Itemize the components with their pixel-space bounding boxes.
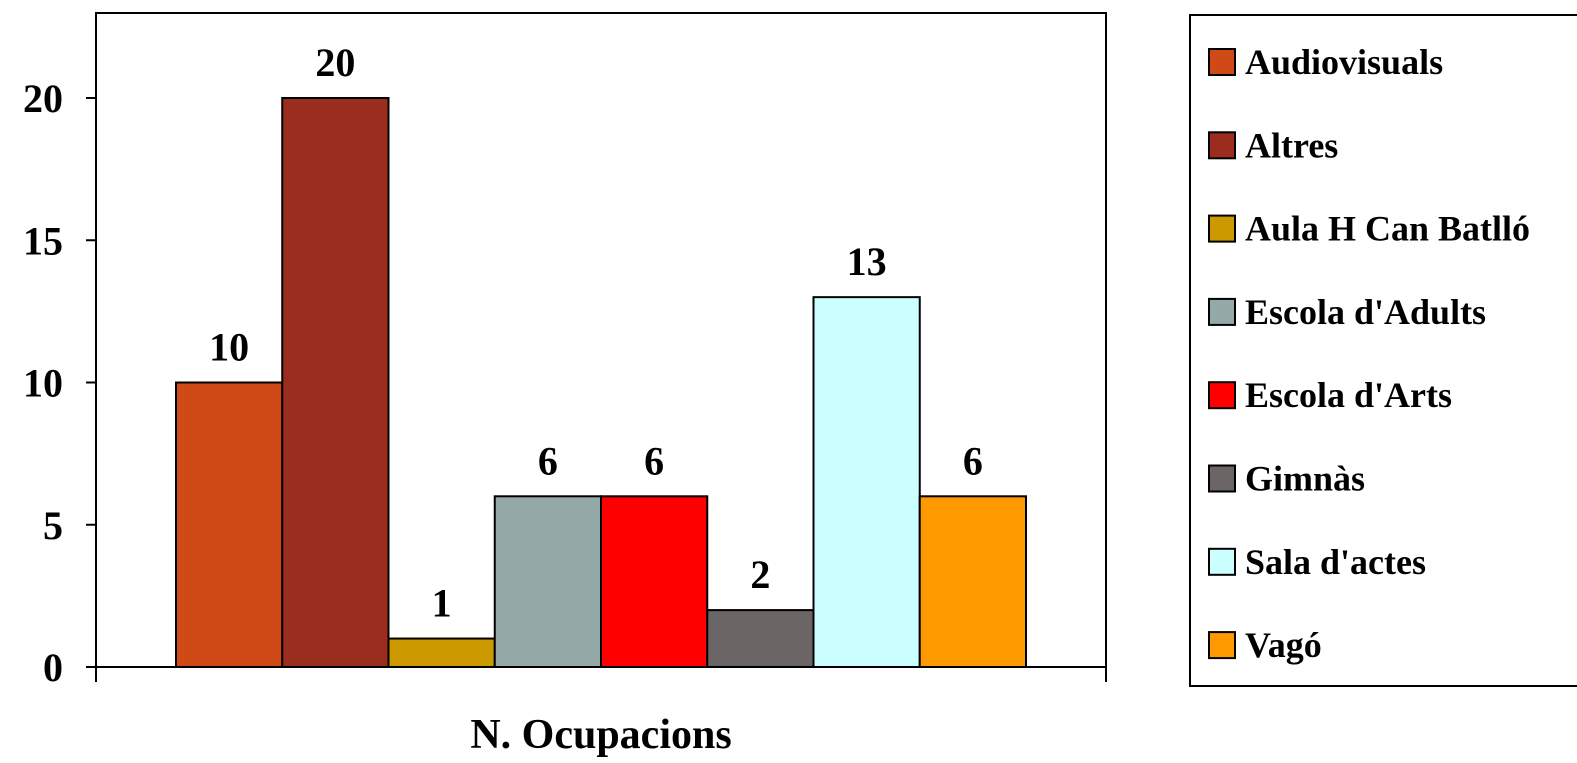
legend: Audiovisuals Altres Aula H Can Batlló Escol… — [1208, 42, 1530, 665]
bar-value-label: 6 — [963, 438, 983, 483]
bar — [706, 609, 815, 668]
legend-box — [1189, 14, 1577, 687]
bar — [600, 495, 709, 668]
bar-value-label: 6 — [644, 438, 664, 483]
bar-value-label: 10 — [209, 325, 249, 370]
legend-label: Sala d'actes — [1245, 542, 1426, 582]
y-tick-label: 20 — [23, 76, 63, 121]
bar — [493, 495, 602, 668]
legend-label: Escola d'Adults — [1245, 292, 1486, 332]
y-tick-label: 0 — [43, 645, 63, 690]
data-labels-group: 10 20 1 6 6 2 13 6 — [209, 40, 983, 626]
legend-swatch — [1208, 547, 1236, 576]
bar-value-label: 20 — [315, 40, 355, 85]
legend-label: Vagó — [1245, 625, 1322, 665]
legend-label: Escola d'Arts — [1245, 375, 1452, 415]
legend-swatch — [1208, 214, 1236, 243]
bar-value-label: 13 — [847, 239, 887, 284]
legend-swatch — [1208, 48, 1236, 76]
legend-swatch — [1208, 297, 1236, 326]
y-tick-label: 15 — [23, 218, 63, 263]
y-axis: 0 5 10 15 20 — [23, 76, 1107, 690]
bar-value-label: 6 — [538, 438, 558, 483]
legend-label: Aula H Can Batlló — [1245, 209, 1530, 249]
bar-value-label: 1 — [432, 581, 452, 626]
legend-swatch — [1208, 131, 1236, 160]
bar — [387, 637, 496, 668]
bar — [281, 97, 390, 668]
bar — [175, 381, 284, 668]
legend-swatch — [1208, 631, 1236, 660]
y-tick-label: 10 — [23, 361, 63, 406]
legend-swatch — [1208, 464, 1236, 493]
x-axis-label: N. Ocupacions — [470, 712, 731, 758]
bars-group — [175, 97, 1027, 668]
legend-label: Audiovisuals — [1245, 42, 1443, 82]
bar — [918, 495, 1027, 668]
bar-value-label: 2 — [750, 552, 770, 597]
legend-label: Altres — [1245, 125, 1338, 165]
legend-swatch — [1208, 381, 1236, 410]
legend-label: Gimnàs — [1245, 459, 1365, 499]
y-tick-label: 5 — [43, 503, 63, 548]
bar — [812, 296, 921, 668]
